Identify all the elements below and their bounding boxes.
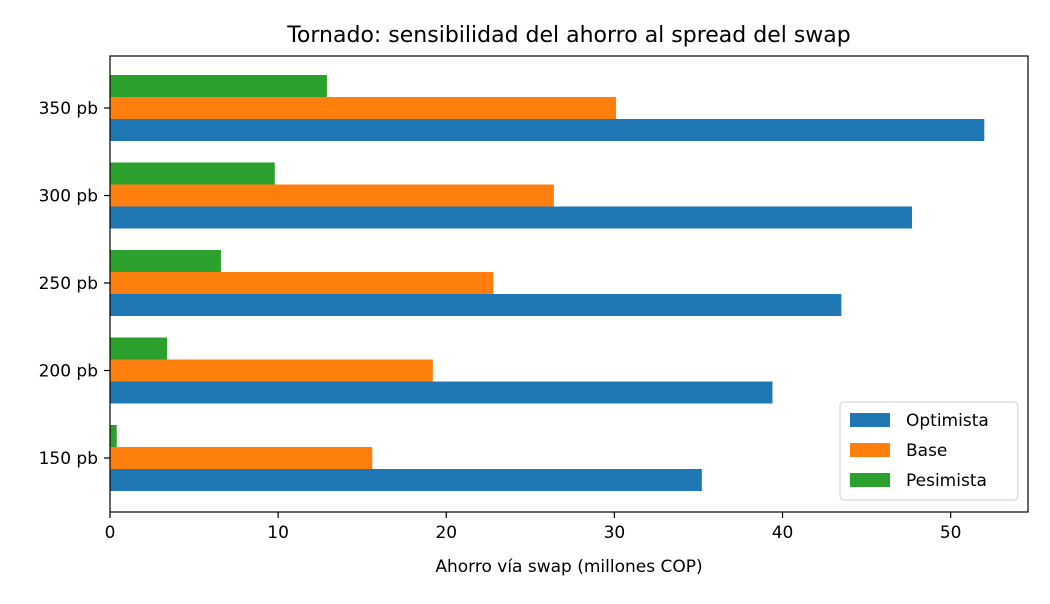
x-tick-label: 50	[940, 523, 962, 543]
legend-label-base: Base	[906, 441, 947, 461]
legend-swatch-base	[850, 443, 890, 457]
bar-optimista-250-pb	[110, 294, 842, 316]
x-tick-label: 20	[435, 523, 457, 543]
x-tick-label: 10	[267, 523, 289, 543]
legend: Optimista Base Pesimista	[839, 401, 1019, 501]
bar-optimista-300-pb	[110, 206, 912, 229]
bar-pesimista-200-pb	[110, 337, 168, 360]
bar-pesimista-250-pb	[110, 250, 221, 272]
legend-swatch-optimista	[850, 413, 890, 427]
bar-optimista-150-pb	[110, 469, 702, 491]
y-tick-label: 250 pb	[39, 274, 98, 294]
bar-optimista-350-pb	[110, 119, 985, 141]
x-tick-label: 40	[772, 523, 794, 543]
bar-base-300-pb	[110, 184, 554, 207]
y-tick-label: 150 pb	[39, 449, 98, 469]
bar-optimista-200-pb	[110, 381, 773, 404]
x-tick-label: 30	[604, 523, 626, 543]
y-tick-label: 200 pb	[39, 362, 98, 382]
bar-base-150-pb	[110, 447, 373, 469]
legend-label-optimista: Optimista	[906, 411, 989, 431]
plot-frame	[109, 55, 1029, 513]
y-tick-label: 350 pb	[39, 99, 98, 119]
x-tick-label: 0	[105, 523, 116, 543]
bar-pesimista-350-pb	[110, 75, 327, 97]
bar-pesimista-150-pb	[110, 425, 117, 447]
x-axis-label: Ahorro vía swap (millones COP)	[435, 557, 702, 577]
chart-title: Tornado: sensibilidad del ahorro al spre…	[286, 23, 851, 48]
legend-swatch-pesimista	[850, 473, 890, 487]
bar-base-200-pb	[110, 359, 433, 382]
bar-base-350-pb	[110, 97, 617, 119]
ticks: 0 10 20 30 40 50 150 pb 200 pb 250 pb 300 pb 350 p…	[39, 99, 962, 543]
bar-base-250-pb	[110, 272, 494, 294]
bar-pesimista-300-pb	[110, 162, 275, 185]
bars	[110, 75, 985, 491]
legend-label-pesimista: Pesimista	[906, 471, 987, 491]
y-tick-label: 300 pb	[39, 187, 98, 207]
